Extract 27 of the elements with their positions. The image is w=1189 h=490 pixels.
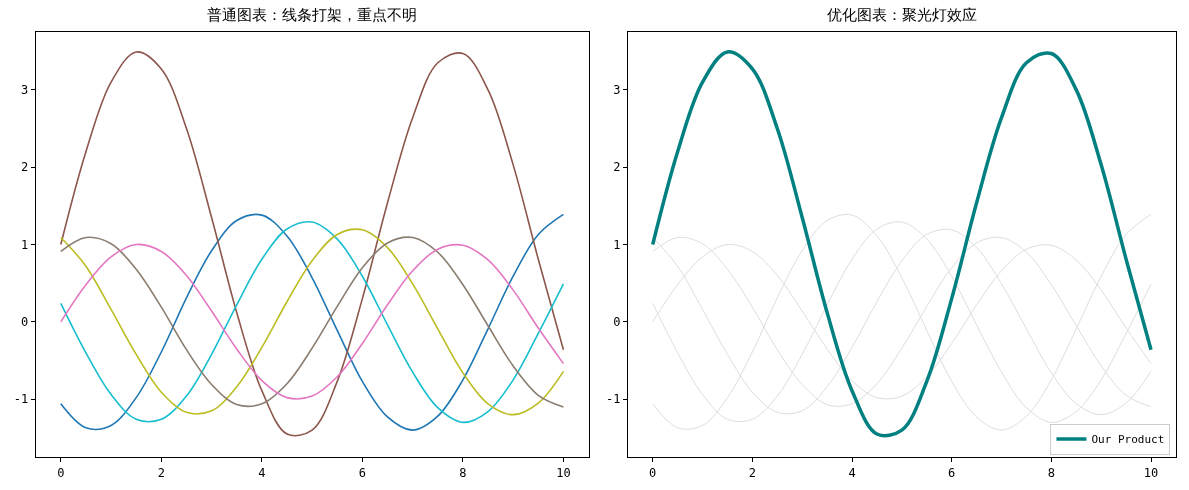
line-series	[650, 50, 1153, 437]
x-tick-label: 10	[1143, 465, 1159, 480]
x-tick-label: 10	[556, 465, 571, 480]
x-tick-label: 6	[358, 465, 366, 480]
y-tick-label: 3	[613, 83, 621, 98]
x-tick-label: 2	[748, 465, 756, 480]
line-series	[60, 51, 565, 436]
y-tick-label: 2	[613, 160, 621, 175]
x-tick-label: 8	[1047, 465, 1055, 480]
y-tick-label: -1	[605, 392, 621, 407]
x-tick-label: 0	[57, 465, 65, 480]
x-tick-label: 4	[848, 465, 856, 480]
y-tick-label: 3	[21, 83, 29, 98]
chart-title: 普通图表：线条打架，重点不明	[207, 6, 417, 24]
y-tick-label: 2	[21, 160, 29, 175]
x-tick-label: 8	[459, 465, 467, 480]
y-tick-label: 1	[613, 237, 621, 252]
x-tick-label: 2	[157, 465, 165, 480]
x-tick-label: 0	[649, 465, 657, 480]
x-tick-label: 6	[948, 465, 956, 480]
y-tick-label: 0	[21, 315, 29, 330]
y-tick-label: 1	[21, 237, 29, 252]
y-tick-label: 0	[613, 315, 621, 330]
y-tick-label: -1	[13, 392, 29, 407]
x-tick-label: 4	[258, 465, 266, 480]
chart-title: 优化图表：聚光灯效应	[827, 6, 977, 24]
legend-label: Our Product	[1091, 433, 1165, 447]
